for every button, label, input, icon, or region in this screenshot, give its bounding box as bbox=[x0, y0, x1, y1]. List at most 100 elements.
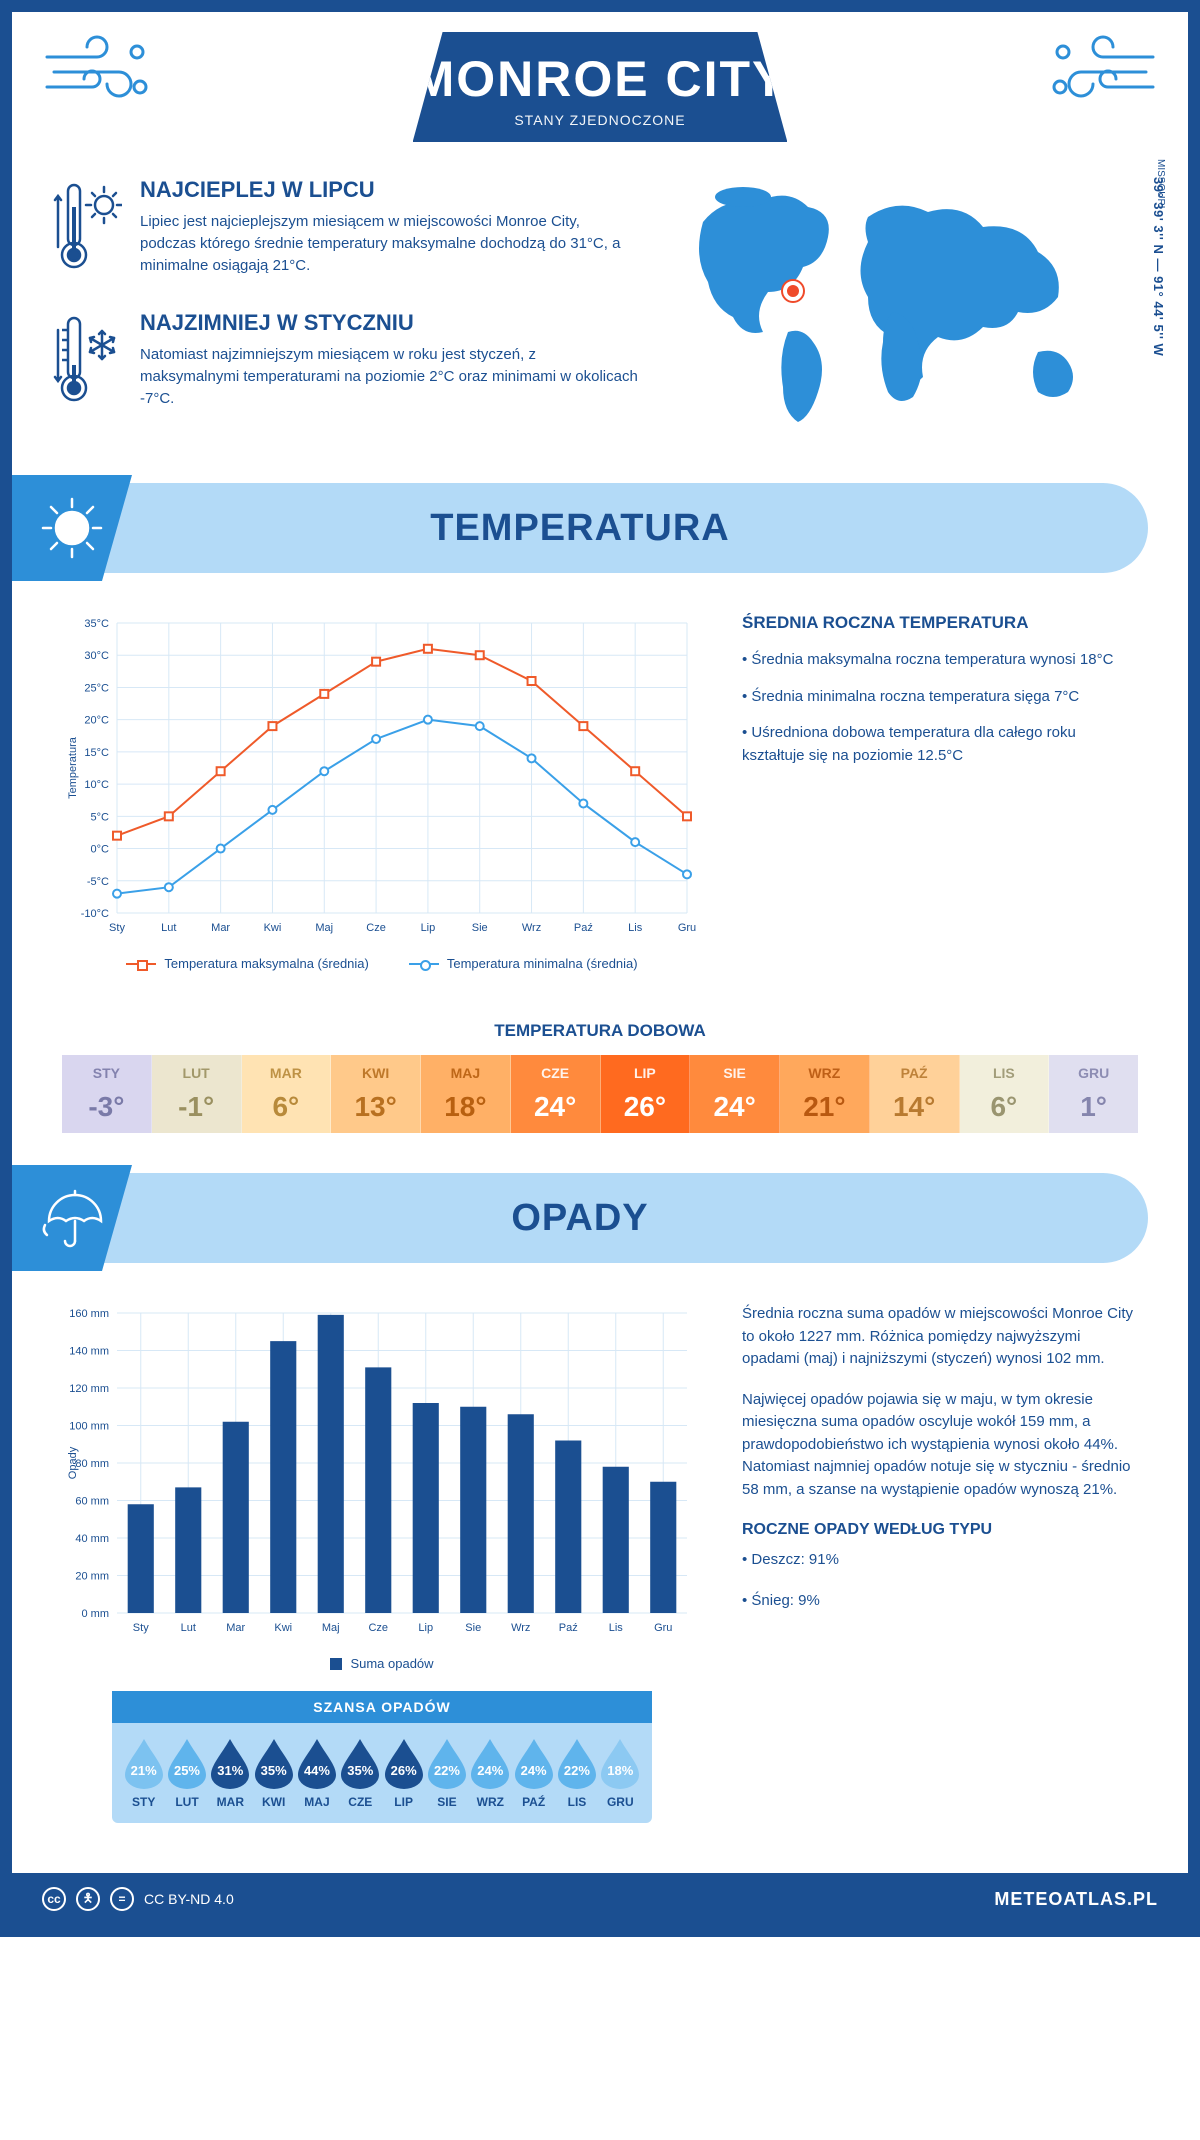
svg-text:Cze: Cze bbox=[366, 922, 386, 934]
svg-text:20°C: 20°C bbox=[84, 715, 109, 727]
sun-icon bbox=[12, 475, 132, 581]
svg-text:10°C: 10°C bbox=[84, 779, 109, 791]
svg-text:Lis: Lis bbox=[628, 922, 643, 934]
svg-text:Kwi: Kwi bbox=[264, 922, 282, 934]
svg-text:160 mm: 160 mm bbox=[69, 1308, 109, 1320]
svg-text:40 mm: 40 mm bbox=[75, 1533, 109, 1545]
svg-text:Sie: Sie bbox=[465, 1622, 481, 1634]
chance-drop: 18%GRU bbox=[599, 1737, 642, 1809]
legend-max: Temperatura maksymalna (średnia) bbox=[164, 956, 368, 971]
precip-type-1: • Deszcz: 91% bbox=[742, 1549, 1138, 1572]
daily-temp-title: TEMPERATURA DOBOWA bbox=[12, 1021, 1188, 1041]
page-title: MONROE CITY bbox=[413, 50, 788, 108]
svg-text:Gru: Gru bbox=[654, 1622, 672, 1634]
svg-text:0 mm: 0 mm bbox=[82, 1608, 110, 1620]
license-text: CC BY-ND 4.0 bbox=[144, 1891, 234, 1907]
header-row: MONROE CITY STANY ZJEDNOCZONE bbox=[12, 12, 1188, 137]
temp-chart-legend: Temperatura maksymalna (średnia) Tempera… bbox=[62, 956, 702, 971]
chance-title: SZANSA OPADÓW bbox=[112, 1691, 652, 1723]
footer: cc 🯅 = CC BY-ND 4.0 METEOATLAS.PL bbox=[12, 1873, 1188, 1925]
daily-cell: MAR6° bbox=[242, 1055, 332, 1133]
precip-type-2: • Śnieg: 9% bbox=[742, 1590, 1138, 1613]
svg-text:Lip: Lip bbox=[421, 922, 436, 934]
legend-precip: Suma opadów bbox=[350, 1656, 433, 1671]
daily-temp-table: STY-3°LUT-1°MAR6°KWI13°MAJ18°CZE24°LIP26… bbox=[62, 1055, 1138, 1133]
chance-drop: 22%SIE bbox=[425, 1737, 468, 1809]
chance-drop: 35%CZE bbox=[339, 1737, 382, 1809]
intro-section: NAJCIEPLEJ W LIPCU Lipiec jest najcieple… bbox=[12, 137, 1188, 473]
fact-coldest: NAJZIMNIEJ W STYCZNIU Natomiast najzimni… bbox=[52, 310, 638, 415]
temperature-line-chart: -10°C-5°C0°C5°C10°C15°C20°C25°C30°C35°CS… bbox=[62, 613, 702, 971]
wind-icon-right bbox=[1048, 32, 1158, 112]
svg-text:Lut: Lut bbox=[161, 922, 176, 934]
chance-drop: 35%KWI bbox=[252, 1737, 295, 1809]
svg-text:5°C: 5°C bbox=[91, 811, 110, 823]
daily-cell: PAŹ14° bbox=[870, 1055, 960, 1133]
fact-hot-title: NAJCIEPLEJ W LIPCU bbox=[140, 177, 638, 203]
thermometer-snow-icon bbox=[52, 310, 122, 415]
svg-text:Lis: Lis bbox=[609, 1622, 624, 1634]
title-banner: MONROE CITY STANY ZJEDNOCZONE bbox=[413, 32, 788, 142]
svg-text:140 mm: 140 mm bbox=[69, 1346, 109, 1358]
section-header-temperature: TEMPERATURA bbox=[12, 483, 1148, 573]
svg-text:20 mm: 20 mm bbox=[75, 1571, 109, 1583]
svg-text:Lip: Lip bbox=[418, 1622, 433, 1634]
fact-cold-text: Natomiast najzimniejszym miesiącem w rok… bbox=[140, 344, 638, 409]
thermometer-sun-icon bbox=[52, 177, 122, 282]
svg-text:Lut: Lut bbox=[181, 1622, 196, 1634]
section-header-precip: OPADY bbox=[12, 1173, 1148, 1263]
svg-text:Temperatura: Temperatura bbox=[67, 736, 79, 799]
daily-cell: WRZ21° bbox=[780, 1055, 870, 1133]
daily-cell: LIP26° bbox=[601, 1055, 691, 1133]
svg-text:35°C: 35°C bbox=[84, 618, 109, 630]
page-subtitle: STANY ZJEDNOCZONE bbox=[413, 112, 788, 128]
precip-chart-legend: Suma opadów bbox=[62, 1656, 702, 1671]
by-icon: 🯅 bbox=[76, 1887, 100, 1911]
daily-cell: MAJ18° bbox=[421, 1055, 511, 1133]
svg-text:Maj: Maj bbox=[315, 922, 333, 934]
svg-text:Sty: Sty bbox=[133, 1622, 149, 1634]
precip-type-title: ROCZNE OPADY WEDŁUG TYPU bbox=[742, 1521, 1138, 1539]
svg-text:Sie: Sie bbox=[472, 922, 488, 934]
svg-text:Sty: Sty bbox=[109, 922, 125, 934]
svg-text:Maj: Maj bbox=[322, 1622, 340, 1634]
cc-icon: cc bbox=[42, 1887, 66, 1911]
daily-cell: LIS6° bbox=[960, 1055, 1050, 1133]
temp-summary: ŚREDNIA ROCZNA TEMPERATURA • Średnia mak… bbox=[742, 613, 1138, 971]
fact-hottest: NAJCIEPLEJ W LIPCU Lipiec jest najcieple… bbox=[52, 177, 638, 282]
daily-cell: SIE24° bbox=[690, 1055, 780, 1133]
world-map: MISSOURI 39° 39' 3'' N — 91° 44' 5'' W bbox=[668, 177, 1148, 443]
site-name: METEOATLAS.PL bbox=[994, 1889, 1158, 1910]
chance-drop: 24%WRZ bbox=[469, 1737, 512, 1809]
svg-text:100 mm: 100 mm bbox=[69, 1421, 109, 1433]
daily-cell: LUT-1° bbox=[152, 1055, 242, 1133]
precipitation-bar-chart: 0 mm20 mm40 mm60 mm80 mm100 mm120 mm140 … bbox=[62, 1303, 702, 1853]
temp-b1: • Średnia maksymalna roczna temperatura … bbox=[742, 649, 1138, 672]
daily-cell: CZE24° bbox=[511, 1055, 601, 1133]
svg-text:80 mm: 80 mm bbox=[75, 1458, 109, 1470]
chance-drop: 22%LIS bbox=[555, 1737, 598, 1809]
svg-text:Wrz: Wrz bbox=[522, 922, 541, 934]
svg-text:-10°C: -10°C bbox=[81, 908, 109, 920]
svg-text:Cze: Cze bbox=[368, 1622, 388, 1634]
daily-cell: STY-3° bbox=[62, 1055, 152, 1133]
svg-text:Gru: Gru bbox=[678, 922, 696, 934]
temp-heading: TEMPERATURA bbox=[430, 507, 730, 550]
svg-text:30°C: 30°C bbox=[84, 650, 109, 662]
chance-drop: 25%LUT bbox=[165, 1737, 208, 1809]
svg-text:Paź: Paź bbox=[559, 1622, 578, 1634]
svg-text:Paź: Paź bbox=[574, 922, 593, 934]
svg-text:Opady: Opady bbox=[67, 1446, 79, 1479]
daily-cell: GRU1° bbox=[1049, 1055, 1138, 1133]
temp-summary-title: ŚREDNIA ROCZNA TEMPERATURA bbox=[742, 613, 1138, 633]
wind-icon-left bbox=[42, 32, 152, 112]
daily-cell: KWI13° bbox=[331, 1055, 421, 1133]
fact-cold-title: NAJZIMNIEJ W STYCZNIU bbox=[140, 310, 638, 336]
precip-p2: Najwięcej opadów pojawia się w maju, w t… bbox=[742, 1389, 1138, 1502]
temp-b2: • Średnia minimalna roczna temperatura s… bbox=[742, 686, 1138, 709]
nd-icon: = bbox=[110, 1887, 134, 1911]
chance-drop: 26%LIP bbox=[382, 1737, 425, 1809]
svg-text:Mar: Mar bbox=[211, 922, 230, 934]
precip-heading: OPADY bbox=[511, 1197, 648, 1240]
svg-text:25°C: 25°C bbox=[84, 682, 109, 694]
